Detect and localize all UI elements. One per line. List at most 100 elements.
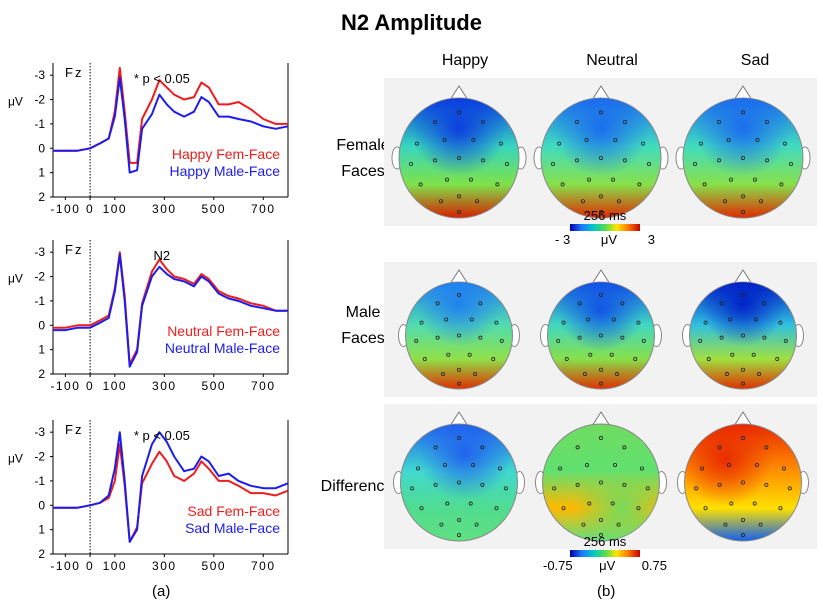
topomap-row-male: [384, 262, 817, 397]
colorbar-time-label: 256 ms: [583, 534, 627, 549]
electrode-dot: [762, 335, 767, 340]
erp-panel-neutral: -100 0 100 300 500 700 -3 -2 -1 0 1 2 μV Fz Neutral Fe…: [0, 232, 300, 392]
electrode-dot: [457, 381, 462, 386]
y-unit-label: μV: [8, 272, 23, 286]
x-tick-label: 300: [152, 559, 177, 572]
erp-panel-happy: -100 0 100 300 500 700 -3 -2 -1 0 1 2 μV Fz Happy Fem-…: [0, 55, 300, 215]
electrode-dot: [636, 320, 641, 325]
electrode-dot: [723, 522, 728, 527]
y-tick-label: -2: [34, 93, 45, 107]
y-tick-label: -1: [34, 117, 45, 131]
electrode-dot: [457, 533, 462, 538]
y-tick-label: 0: [38, 141, 45, 155]
y-tick-label: -1: [34, 294, 45, 308]
electrode-dot: [494, 320, 499, 325]
topomap-focus: [399, 98, 519, 218]
electrode-dot: [778, 320, 783, 325]
electrode-dot: [474, 522, 479, 527]
electrode-dot: [435, 301, 440, 306]
electrode-dot: [610, 501, 615, 506]
electrode-dot: [418, 182, 423, 187]
row-label-female-line2: Faces: [341, 163, 385, 180]
colorbar-max: 3: [647, 232, 655, 247]
electrode-dot: [613, 138, 618, 143]
electrode-dot: [435, 335, 440, 340]
electrode-dot: [468, 501, 473, 506]
x-tick-label: 100: [103, 559, 128, 572]
electrode-dot: [445, 177, 450, 182]
legend-label: Sad Fem-Face: [187, 503, 280, 519]
electrode-dot: [481, 120, 486, 125]
electrode-dot: [497, 466, 502, 471]
annotation: N2: [154, 248, 171, 263]
electrode-dot: [781, 466, 786, 471]
x-tick-label: -100: [50, 559, 80, 572]
legend-label: Sad Male-Face: [185, 520, 280, 536]
colorbar-time-label: 256 ms: [583, 208, 627, 223]
erp-panel-sad: -100 0 100 300 500 700 -3 -2 -1 0 1 2 μV Fz Sad Fem-Fa…: [0, 412, 300, 572]
electrode-dot: [598, 156, 603, 161]
electrode-dot: [471, 138, 476, 143]
electrode-dot: [598, 517, 603, 522]
electrode-dot: [581, 522, 586, 527]
electrode-dot: [740, 209, 745, 214]
electrode-dot: [433, 482, 438, 487]
electrode-dot: [478, 335, 483, 340]
electrode-dot: [740, 333, 745, 338]
colorbar-difference: 256 ms -0.75 μV 0.75: [540, 534, 670, 573]
electrode-dot: [467, 352, 472, 357]
electrode-dot: [758, 522, 763, 527]
nose-outline: [591, 85, 611, 101]
electrode-dot: [755, 462, 760, 467]
electrode-dot: [433, 445, 438, 450]
electrode-dot: [728, 317, 733, 322]
electrode-dot: [692, 162, 697, 167]
electrode-dot: [586, 317, 591, 322]
electrode-dot: [414, 141, 419, 146]
electrode-dot: [788, 162, 793, 167]
row-label-male: Male Faces: [318, 300, 408, 352]
x-tick-label: 500: [202, 379, 227, 392]
electrode-dot: [598, 194, 603, 199]
topomaps-difference: [393, 411, 809, 542]
electrode-dot: [575, 482, 580, 487]
column-label-neutral: Neutral: [586, 52, 638, 69]
y-tick-label: 2: [38, 190, 45, 204]
electrode-dot: [457, 333, 462, 338]
electrode-dot: [457, 156, 462, 161]
y-tick-label: -2: [34, 270, 45, 284]
electrode-dot: [457, 209, 462, 214]
electrode-dot: [598, 333, 603, 338]
electrode-dot: [495, 182, 500, 187]
electrode-dot: [439, 199, 444, 204]
electrode-dot: [499, 338, 504, 343]
electrode-dot: [414, 338, 419, 343]
electrode-dot: [740, 436, 745, 441]
electrode-dot: [598, 292, 603, 297]
annotation: * p < 0.05: [134, 428, 190, 443]
electrode-dot: [783, 338, 788, 343]
colorbar-min: - 3: [555, 232, 571, 247]
electrode-dot: [639, 466, 644, 471]
electrode-dot: [480, 482, 485, 487]
x-tick-label: 700: [251, 559, 276, 572]
legend-label: Happy Male-Face: [170, 163, 281, 179]
electrode-dot: [580, 199, 585, 204]
electrode-dot: [584, 462, 589, 467]
electrode-dot: [726, 462, 731, 467]
electrode-dot: [598, 367, 603, 372]
electrode-dot: [469, 177, 474, 182]
x-tick-label: 500: [202, 559, 227, 572]
panel-label-a: (a): [152, 583, 171, 600]
y-tick-label: -2: [34, 450, 45, 464]
electrode-dot: [616, 199, 621, 204]
electrode-dot: [646, 162, 651, 167]
panel-label-b: (b): [597, 583, 616, 600]
electrode-dot: [762, 301, 767, 306]
topomap-row-female: [384, 78, 817, 226]
electrode-dot: [480, 445, 485, 450]
series-line-male: [53, 253, 288, 368]
topomap-focus: [689, 282, 797, 389]
electrode-dot: [445, 501, 450, 506]
y-tick-label: 0: [38, 318, 45, 332]
